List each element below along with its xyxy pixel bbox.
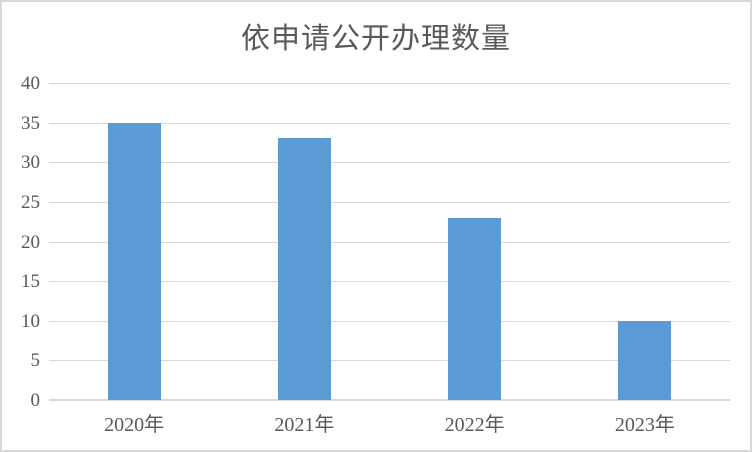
y-tick-label: 40	[21, 73, 40, 94]
x-axis-line	[49, 399, 730, 401]
gridline	[49, 360, 730, 362]
y-tick-label: 0	[30, 390, 41, 411]
gridline	[49, 162, 730, 164]
y-tick-label: 15	[21, 271, 40, 293]
bar-2020年	[107, 122, 161, 400]
bar-2021年	[277, 138, 331, 400]
x-tick-label: 2023年	[614, 414, 675, 436]
y-tick-label: 20	[21, 231, 40, 253]
gridline	[49, 281, 730, 283]
y-tick-label: 25	[21, 191, 40, 213]
y-tick-label: 30	[21, 152, 40, 174]
y-tick-label: 5	[30, 350, 41, 372]
bar-2023年	[618, 320, 672, 400]
gridline	[49, 241, 730, 243]
gridline	[49, 83, 730, 84]
chart-title: 依申请公开办理数量	[240, 23, 511, 55]
y-tick-label: 10	[21, 310, 40, 332]
gridline	[49, 201, 730, 203]
bar-2022年	[448, 217, 502, 400]
gridline	[49, 320, 730, 322]
gridline	[49, 122, 730, 124]
x-tick-label: 2021年	[274, 414, 335, 436]
y-tick-label: 35	[21, 112, 40, 134]
x-tick-label: 2020年	[104, 414, 165, 436]
x-tick-label: 2022年	[444, 414, 505, 436]
